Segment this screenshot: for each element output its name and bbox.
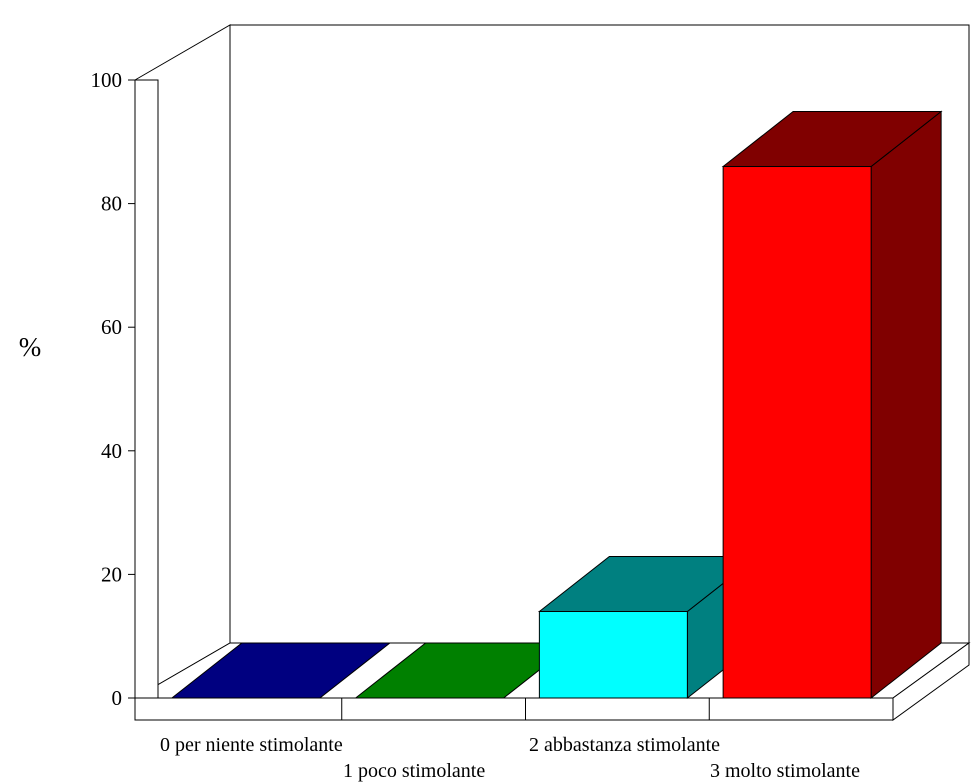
- bar-top-face: [170, 642, 392, 699]
- y-tick-label: 20: [101, 562, 122, 586]
- bar-3: [721, 110, 943, 700]
- y-axis-label: %: [19, 332, 42, 362]
- y-tick-label: 80: [101, 192, 122, 216]
- axis-band-left: [134, 79, 159, 699]
- bars: [170, 110, 943, 700]
- bar-top-face: [721, 111, 943, 168]
- x-category-label: 0 per niente stimolante: [160, 734, 343, 756]
- x-category-label: 3 molto stimolante: [710, 760, 860, 782]
- axis-band-right: [892, 642, 970, 721]
- y-tick-label: 0: [112, 686, 123, 710]
- y-tick-label: 100: [91, 68, 123, 92]
- y-tick-label: 60: [101, 315, 122, 339]
- bar-side-face: [870, 110, 942, 700]
- y-axis-ticks: 0 20 40 60 80 100: [91, 68, 135, 710]
- y-tick-label: 40: [101, 439, 122, 463]
- bar-front-face: [538, 610, 688, 699]
- bar-front-face: [722, 166, 872, 699]
- axis-band-bottom: [134, 697, 894, 721]
- bar-0: [170, 642, 392, 699]
- x-category-label: 2 abbastanza stimolante: [529, 734, 720, 756]
- x-category-label: 1 poco stimolante: [343, 760, 485, 782]
- x-axis-dividers: [341, 698, 710, 720]
